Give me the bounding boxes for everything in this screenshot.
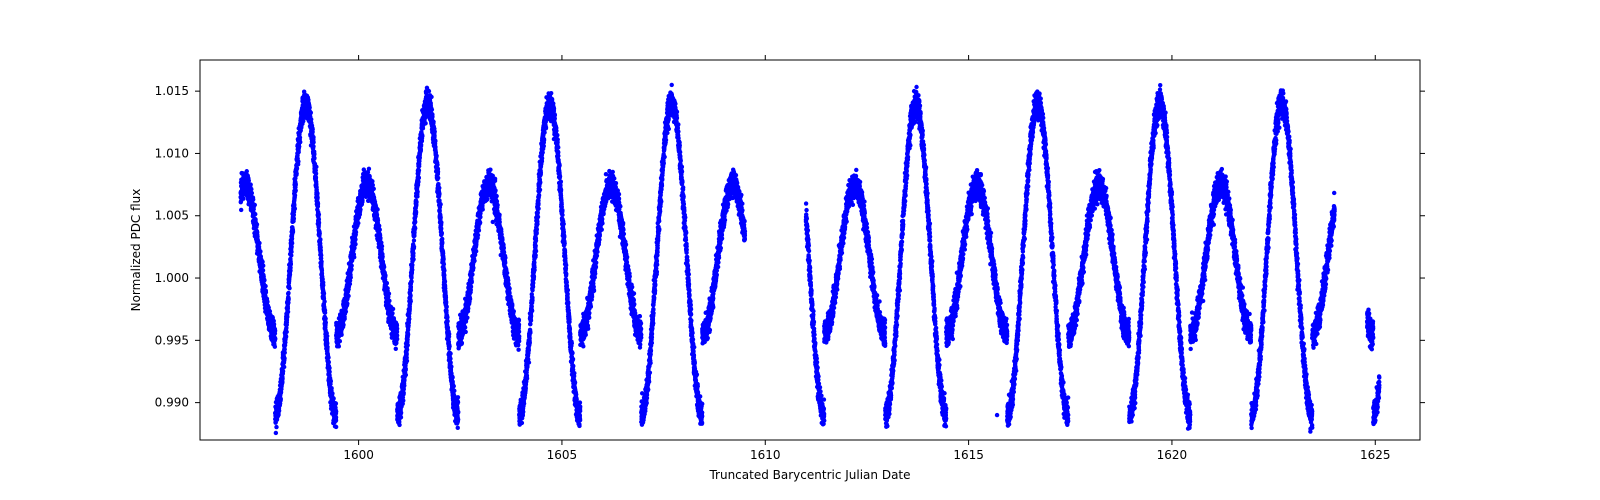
x-tick-label: 1615 — [953, 448, 984, 462]
scatter-series — [238, 83, 1381, 435]
x-tick-label: 1605 — [547, 448, 578, 462]
x-tick-label: 1625 — [1360, 448, 1391, 462]
x-tick-label: 1600 — [343, 448, 374, 462]
lightcurve-chart: 1600 1605 1610 1615 1620 1625 0.990 0.995 1.000 1… — [0, 0, 1600, 500]
x-tick-label: 1620 — [1157, 448, 1188, 462]
chart-svg: 1600 1605 1610 1615 1620 1625 0.990 0.995 1.000 1… — [0, 0, 1600, 500]
x-axis-label: Truncated Barycentric Julian Date — [708, 468, 910, 482]
x-tick-label: 1610 — [750, 448, 781, 462]
y-tick-label: 1.015 — [155, 84, 189, 98]
y-tick-label: 1.000 — [155, 271, 189, 285]
y-tick-label: 1.005 — [155, 209, 189, 223]
y-tick-label: 0.990 — [155, 396, 189, 410]
y-tick-label: 0.995 — [155, 333, 189, 347]
y-axis-label: Normalized PDC flux — [129, 189, 143, 312]
y-tick-label: 1.010 — [155, 146, 189, 160]
